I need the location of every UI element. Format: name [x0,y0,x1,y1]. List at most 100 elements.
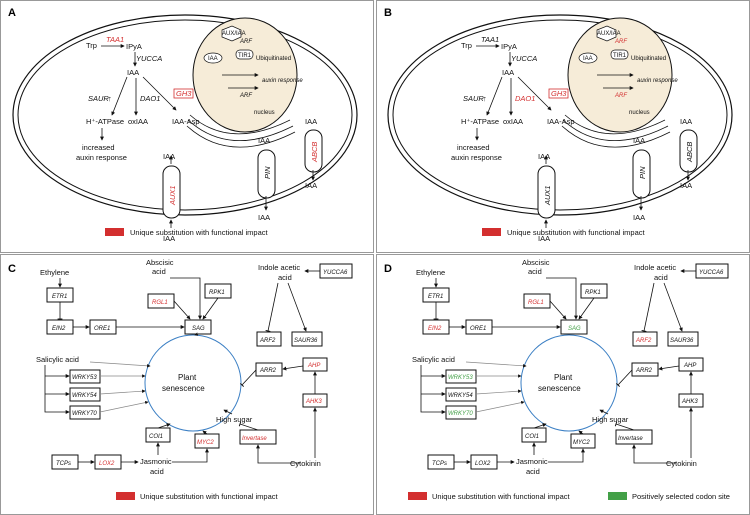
abscisic-acid: acid [528,267,542,276]
myc2: MYC2 [197,440,214,446]
wrky54: WRKY54 [72,393,97,399]
auxin-response-nuc: auxin response [637,78,678,84]
arf-upper-label: ARF [614,39,627,45]
jasmonic: Jasmonic [516,457,548,466]
lox2: LOX2 [99,461,115,467]
legend-positive-label: Positively selected codon site [632,492,730,501]
coi1: COI1 [149,434,163,440]
wrky54: WRKY54 [448,393,473,399]
h-atpase: H⁺-ATPase [86,117,124,126]
ahk3: AHK3 [681,399,698,405]
panel-a: A AUX/IAA IAA TIR1 ARF Ubiquitinated ARF… [8,7,357,243]
ahp: AHP [683,363,696,369]
trp: Trp [86,41,97,50]
panel-label-c: C [8,263,16,275]
panel-d: D Ethylene ETR1 EIN2 ORE1 Abscisic acid … [384,258,730,501]
panel-label-b: B [384,7,392,19]
saur: SAUR [88,94,109,103]
nucleus-label: nucleus [629,110,650,116]
legend-red-swatch [116,492,135,500]
pin-iaa-bottom: IAA [258,213,270,222]
iaa-center: IAA [127,68,139,77]
rgl1: RGL1 [152,300,168,306]
nuc-iaa-label: IAA [208,56,218,62]
senescence-label: senescence [538,384,581,393]
abcb-iaa-top: IAA [680,117,692,126]
cell-inner [393,20,727,210]
arr2: ARR2 [259,368,277,374]
pin-iaa-bottom: IAA [633,213,645,222]
legend-unique-label: Unique substitution with functional impa… [507,228,645,237]
gh3: GH3 [551,89,567,98]
plant: Plant [554,373,573,382]
taa1: TAA1 [481,35,499,44]
wrky70: WRKY70 [448,411,473,417]
arf-lower-label: ARF [239,93,252,99]
salicylic: Salicylic acid [36,355,79,364]
etr1: ETR1 [428,294,443,300]
sag: SAG [192,326,205,332]
iaa-center: IAA [502,68,514,77]
jasmonic: Jasmonic [140,457,172,466]
ein2: EIN2 [52,326,66,332]
indole-acetic: Indole acetic [258,263,300,272]
panel-label-d: D [384,263,392,275]
ore1: ORE1 [94,326,110,332]
ubiquitinated-label: Ubiquitinated [631,56,666,62]
auxin-response-nuc: auxin response [262,78,303,84]
auxin-response: auxin response [451,153,502,162]
cell-inner [18,20,352,210]
legend-unique-label: Unique substitution with functional impa… [130,228,268,237]
arf2: ARF2 [259,338,276,344]
abcb: ABCB [685,142,694,163]
abcb: ABCB [310,142,319,163]
high-sugar: High sugar [216,415,253,424]
nucleus-label: nucleus [254,110,275,116]
aux1-iaa-top: IAA [163,152,175,161]
ipya: IPyA [126,42,142,51]
tcps: TCPs [432,461,447,467]
abscisic: Abscisic [522,258,550,267]
wrky53: WRKY53 [72,375,97,381]
yucca: YUCCA [511,54,537,63]
ahk3: AHK3 [305,399,322,405]
ein2: EIN2 [428,326,442,332]
oxiaa: oxIAA [503,117,523,126]
gh3: GH3 [176,89,192,98]
coi1: COI1 [525,434,539,440]
ore1: ORE1 [470,326,486,332]
legend-unique-label: Unique substitution with functional impa… [432,492,570,501]
h-atpase: H⁺-ATPase [461,117,499,126]
jasmonic-acid: acid [150,467,164,476]
aux1: AUX1 [543,185,552,206]
saur36: SAUR36 [294,338,318,344]
arf2: ARF2 [635,338,652,344]
legend-red-swatch [482,228,501,236]
increased: increased [457,143,490,152]
trp: Trp [461,41,472,50]
ethylene: Ethylene [40,268,69,277]
taa1: TAA1 [106,35,124,44]
panel-c: C Ethylene ETR1 EIN2 ORE1 Abscisic acid … [8,258,352,501]
yucca6: YUCCA6 [699,270,724,276]
arf-upper-label: ARF [239,39,252,45]
cytokinin: Cytokinin [666,459,697,468]
nuc-iaa-label: IAA [583,56,593,62]
jasmonic-acid: acid [526,467,540,476]
tir1-label: TIR1 [238,53,252,59]
invertase: Invertase [242,436,267,442]
invertase: Invertase [618,436,643,442]
rpk1: RPK1 [209,290,225,296]
abscisic: Abscisic [146,258,174,267]
rpk1: RPK1 [585,290,601,296]
ubiquitinated-label: Ubiquitinated [256,56,291,62]
senescence-label: senescence [162,384,205,393]
arr2: ARR2 [635,368,653,374]
aux1-iaa-top: IAA [538,152,550,161]
aux-iaa-label: AUX/IAA [222,31,246,37]
legend-red-swatch [105,228,124,236]
abcb-iaa-top: IAA [305,117,317,126]
indole-acid: acid [654,273,668,282]
oxiaa: oxIAA [128,117,148,126]
aux-iaa-label: AUX/IAA [597,31,621,37]
